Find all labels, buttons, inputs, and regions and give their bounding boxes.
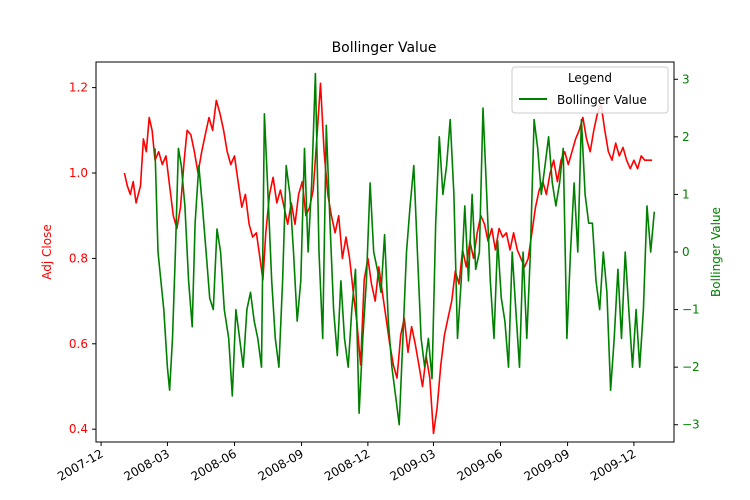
y-left-tick-label: 0.8 bbox=[69, 251, 88, 265]
y-right-tick-label: 1 bbox=[682, 187, 690, 201]
legend-box bbox=[511, 66, 669, 114]
y-left-tick-label: 0.4 bbox=[69, 422, 88, 436]
y-right-tick-label: −2 bbox=[682, 360, 700, 374]
plot-area bbox=[123, 72, 656, 435]
series-line-right bbox=[154, 72, 656, 426]
series-layer bbox=[123, 72, 656, 435]
y-right-tick-label: −1 bbox=[682, 303, 700, 317]
y-axis-left-label: Adj Close bbox=[40, 224, 54, 279]
legend-entry-bollinger-value: Bollinger Value bbox=[557, 93, 647, 107]
y-axis-right-label: Bollinger Value bbox=[709, 207, 723, 297]
y-left-tick-label: 1.2 bbox=[69, 81, 88, 95]
chart-title: Bollinger Value bbox=[332, 40, 437, 56]
y-left-tick-label: 0.6 bbox=[69, 337, 88, 351]
legend-title: Legend bbox=[568, 71, 612, 85]
y-right-tick-label: 2 bbox=[682, 130, 690, 144]
y-right-tick-label: 0 bbox=[682, 245, 690, 259]
y-axis-left: 0.4 0.6 0.8 1.0 1.2 bbox=[69, 81, 96, 436]
y-right-tick-label: −3 bbox=[682, 418, 700, 432]
y-right-tick-label: 3 bbox=[682, 72, 690, 86]
y-axis-right: −3 −2 −1 0 1 2 3 bbox=[674, 72, 700, 432]
y-left-tick-label: 1.0 bbox=[69, 166, 88, 180]
legend: Legend Bollinger Value bbox=[511, 66, 669, 114]
